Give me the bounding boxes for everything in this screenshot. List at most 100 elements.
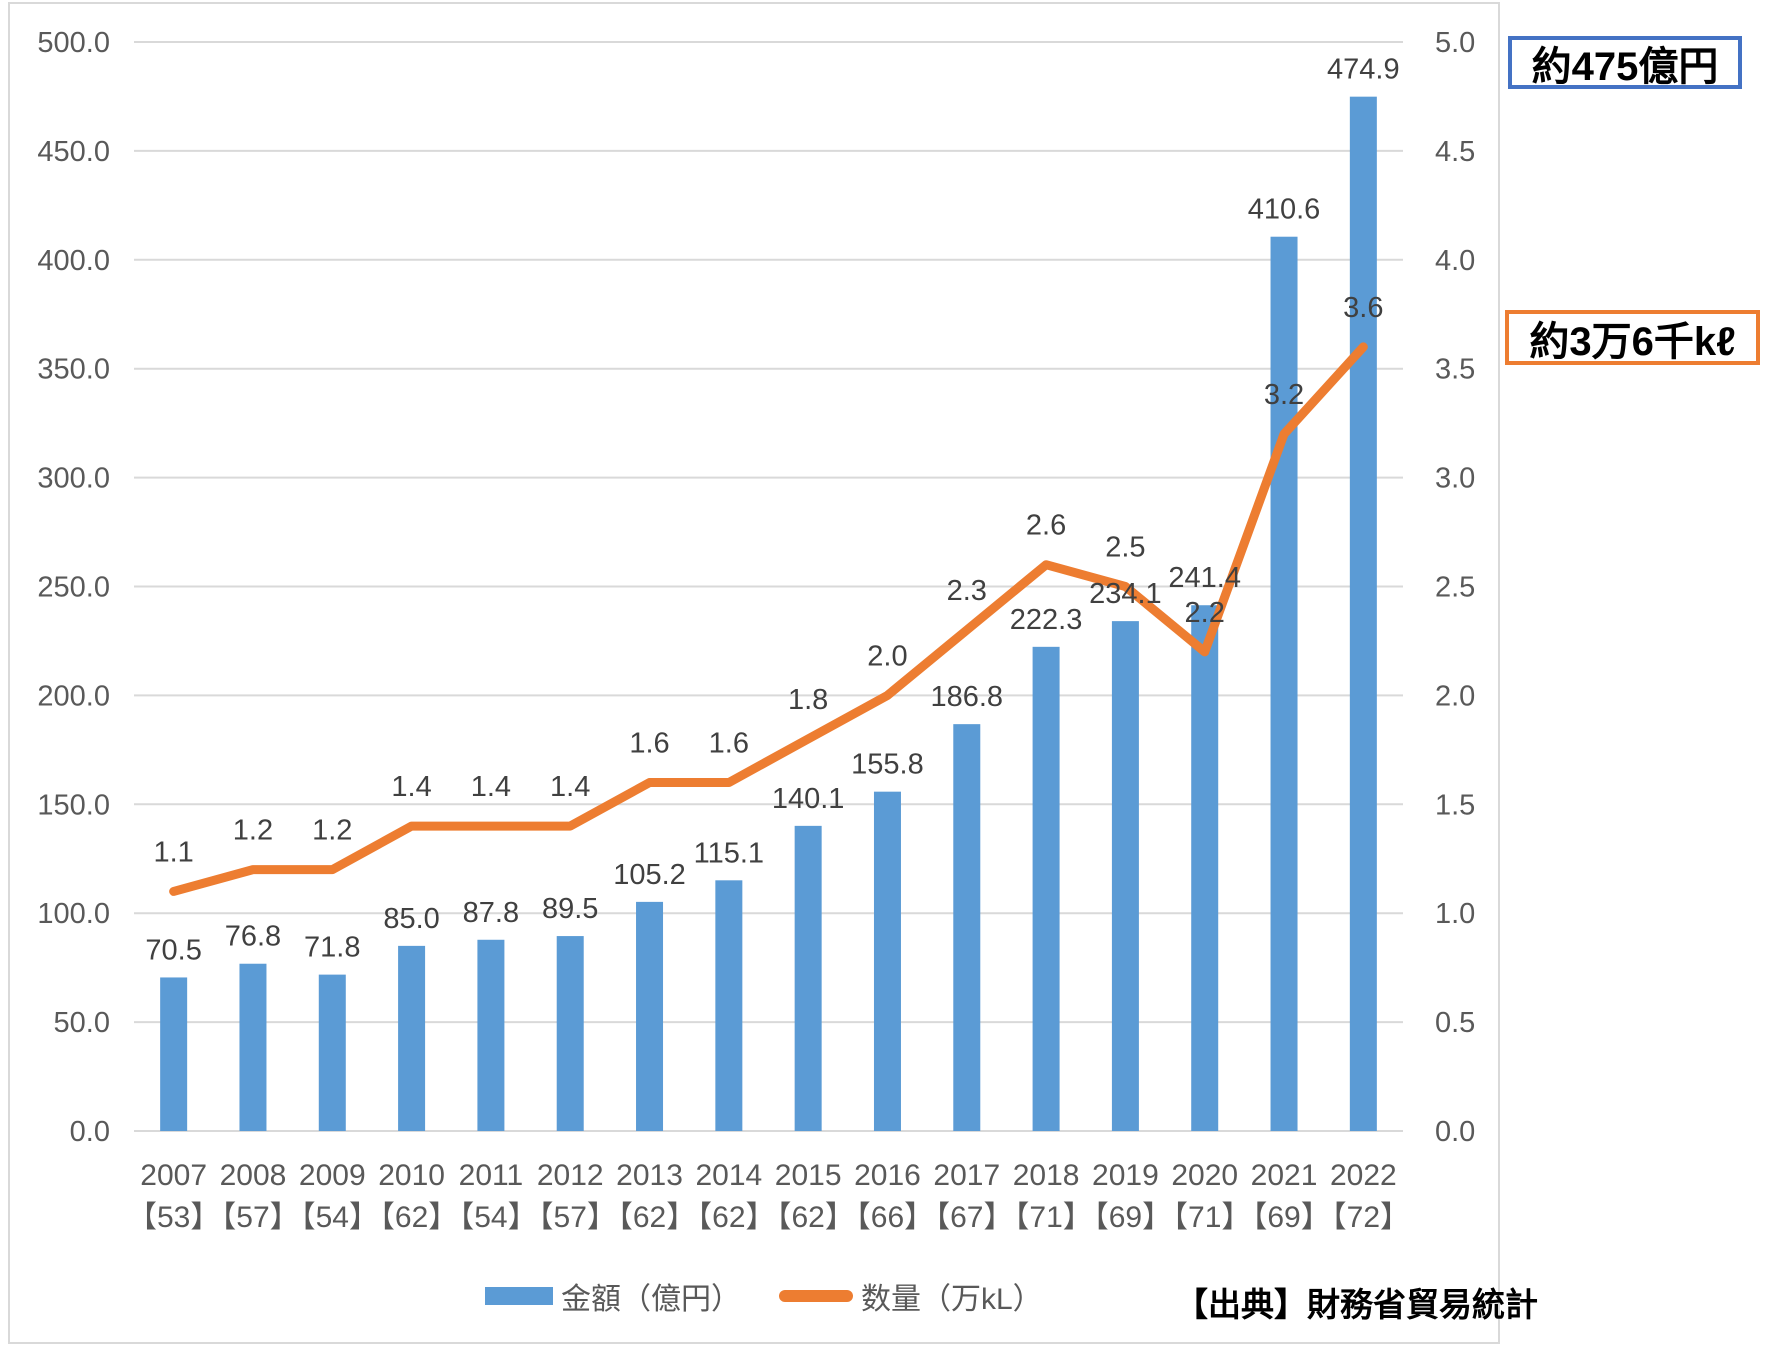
right-axis-tick: 1.5 <box>1435 789 1475 821</box>
bar-2019 <box>1111 621 1139 1131</box>
bar-2020 <box>1191 605 1219 1131</box>
bar-2007 <box>160 977 188 1131</box>
bar-label-2020: 241.4 <box>1168 562 1241 594</box>
x-label-year-2016: 2016 <box>854 1159 921 1192</box>
bar-label-2015: 140.1 <box>772 783 845 815</box>
x-label-year-2008: 2008 <box>220 1159 287 1192</box>
left-axis-tick: 50.0 <box>54 1007 110 1039</box>
line-label-2007: 1.1 <box>153 836 193 868</box>
line-label-2020: 2.2 <box>1185 597 1225 629</box>
left-axis-tick: 500.0 <box>37 27 110 59</box>
right-axis-tick: 4.5 <box>1435 136 1475 168</box>
bar-2015 <box>794 825 822 1131</box>
bar-label-2019: 234.1 <box>1089 578 1162 610</box>
bar-2008 <box>239 963 267 1131</box>
left-axis-tick: 200.0 <box>37 680 110 712</box>
x-label-count-2008: 【57】 <box>206 1201 299 1234</box>
line-label-2022: 3.6 <box>1343 292 1383 324</box>
bar-2021 <box>1270 236 1298 1131</box>
bar-label-2022: 474.9 <box>1327 54 1400 86</box>
x-label-count-2019: 【69】 <box>1079 1201 1172 1234</box>
right-axis-tick: 3.5 <box>1435 354 1475 386</box>
right-axis-tick: 5.0 <box>1435 27 1475 59</box>
x-label-count-2014: 【62】 <box>682 1201 775 1234</box>
bar-label-2018: 222.3 <box>1010 604 1083 636</box>
bar-2009 <box>318 974 346 1131</box>
left-axis-tick: 150.0 <box>37 789 110 821</box>
amount-series-swatch <box>485 1287 553 1305</box>
right-axis-tick: 3.0 <box>1435 463 1475 495</box>
left-axis-tick: 300.0 <box>37 463 110 495</box>
x-label-count-2013: 【62】 <box>603 1201 696 1234</box>
bar-2022 <box>1349 96 1377 1131</box>
right-axis-tick: 2.0 <box>1435 680 1475 712</box>
source-note: 【出典】財務省貿易統計 <box>1175 1286 1538 1323</box>
bar-label-2008: 76.8 <box>225 921 281 953</box>
quantity-line <box>169 342 1368 896</box>
x-label-count-2017: 【67】 <box>920 1201 1013 1234</box>
line-label-2010: 1.4 <box>391 771 431 803</box>
line-label-2008: 1.2 <box>233 815 273 847</box>
bar-label-2013: 105.2 <box>613 859 686 891</box>
bar-2018 <box>1032 646 1060 1131</box>
x-label-count-2016: 【66】 <box>841 1201 934 1234</box>
line-label-2017: 2.3 <box>947 575 987 607</box>
line-label-2021: 3.2 <box>1264 379 1304 411</box>
bar-2016 <box>873 791 901 1131</box>
bar-2014 <box>715 880 743 1131</box>
x-label-year-2007: 2007 <box>140 1159 207 1192</box>
line-label-2009: 1.2 <box>312 815 352 847</box>
line-label-2018: 2.6 <box>1026 510 1066 542</box>
left-axis-tick: 450.0 <box>37 136 110 168</box>
left-axis-tick: 350.0 <box>37 354 110 386</box>
line-label-2011: 1.4 <box>471 771 511 803</box>
bar-label-2010: 85.0 <box>383 903 439 935</box>
x-label-year-2017: 2017 <box>933 1159 1000 1192</box>
right-axis-tick: 1.0 <box>1435 898 1475 930</box>
quantity-series-swatch <box>779 1290 853 1302</box>
line-label-2013: 1.6 <box>629 728 669 760</box>
bar-label-2012: 89.5 <box>542 893 598 925</box>
x-label-count-2015: 【62】 <box>761 1201 854 1234</box>
callout-quantity-box: 約3万6千kℓ <box>1505 310 1760 365</box>
legend-item-amount: 金額（億円） <box>485 1274 741 1318</box>
bar-2011 <box>477 939 505 1131</box>
bar-2013 <box>636 901 664 1131</box>
x-label-year-2010: 2010 <box>378 1159 445 1192</box>
bar-label-2007: 70.5 <box>145 934 201 966</box>
x-label-year-2014: 2014 <box>695 1159 762 1192</box>
x-label-year-2019: 2019 <box>1092 1159 1159 1192</box>
right-axis-tick: 4.0 <box>1435 245 1475 277</box>
line-label-2014: 1.6 <box>709 728 749 760</box>
x-label-count-2009: 【54】 <box>286 1201 379 1234</box>
line-label-2012: 1.4 <box>550 771 590 803</box>
right-axis-tick: 0.0 <box>1435 1116 1475 1148</box>
line-label-2019: 2.5 <box>1105 532 1145 564</box>
callout-amount-box: 約475億円 <box>1508 36 1742 89</box>
x-label-count-2010: 【62】 <box>365 1201 458 1234</box>
bar-2017 <box>953 724 981 1131</box>
legend-item-quantity: 数量（万kL） <box>779 1274 1043 1318</box>
x-label-count-2011: 【54】 <box>444 1201 537 1234</box>
right-axis-tick: 0.5 <box>1435 1007 1475 1039</box>
legend-label-quantity: 数量（万kL） <box>861 1283 1043 1316</box>
x-label-year-2020: 2020 <box>1171 1159 1238 1192</box>
right-axis-tick: 2.5 <box>1435 572 1475 604</box>
x-label-count-2007: 【53】 <box>127 1201 220 1234</box>
left-axis-tick: 100.0 <box>37 898 110 930</box>
line-label-2016: 2.0 <box>867 640 907 672</box>
x-label-year-2021: 2021 <box>1251 1159 1318 1192</box>
legend: 金額（億円） 数量（万kL） <box>485 1274 1043 1318</box>
x-label-year-2011: 2011 <box>459 1159 524 1192</box>
left-axis-tick: 400.0 <box>37 245 110 277</box>
bar-label-2009: 71.8 <box>304 932 360 964</box>
x-label-count-2018: 【71】 <box>999 1201 1092 1234</box>
bar-label-2011: 87.8 <box>463 897 519 929</box>
line-label-2015: 1.8 <box>788 684 828 716</box>
x-label-count-2022: 【72】 <box>1317 1201 1410 1234</box>
left-axis-tick: 0.0 <box>70 1116 110 1148</box>
bar-label-2016: 155.8 <box>851 749 924 781</box>
legend-label-amount: 金額（億円） <box>561 1283 741 1316</box>
